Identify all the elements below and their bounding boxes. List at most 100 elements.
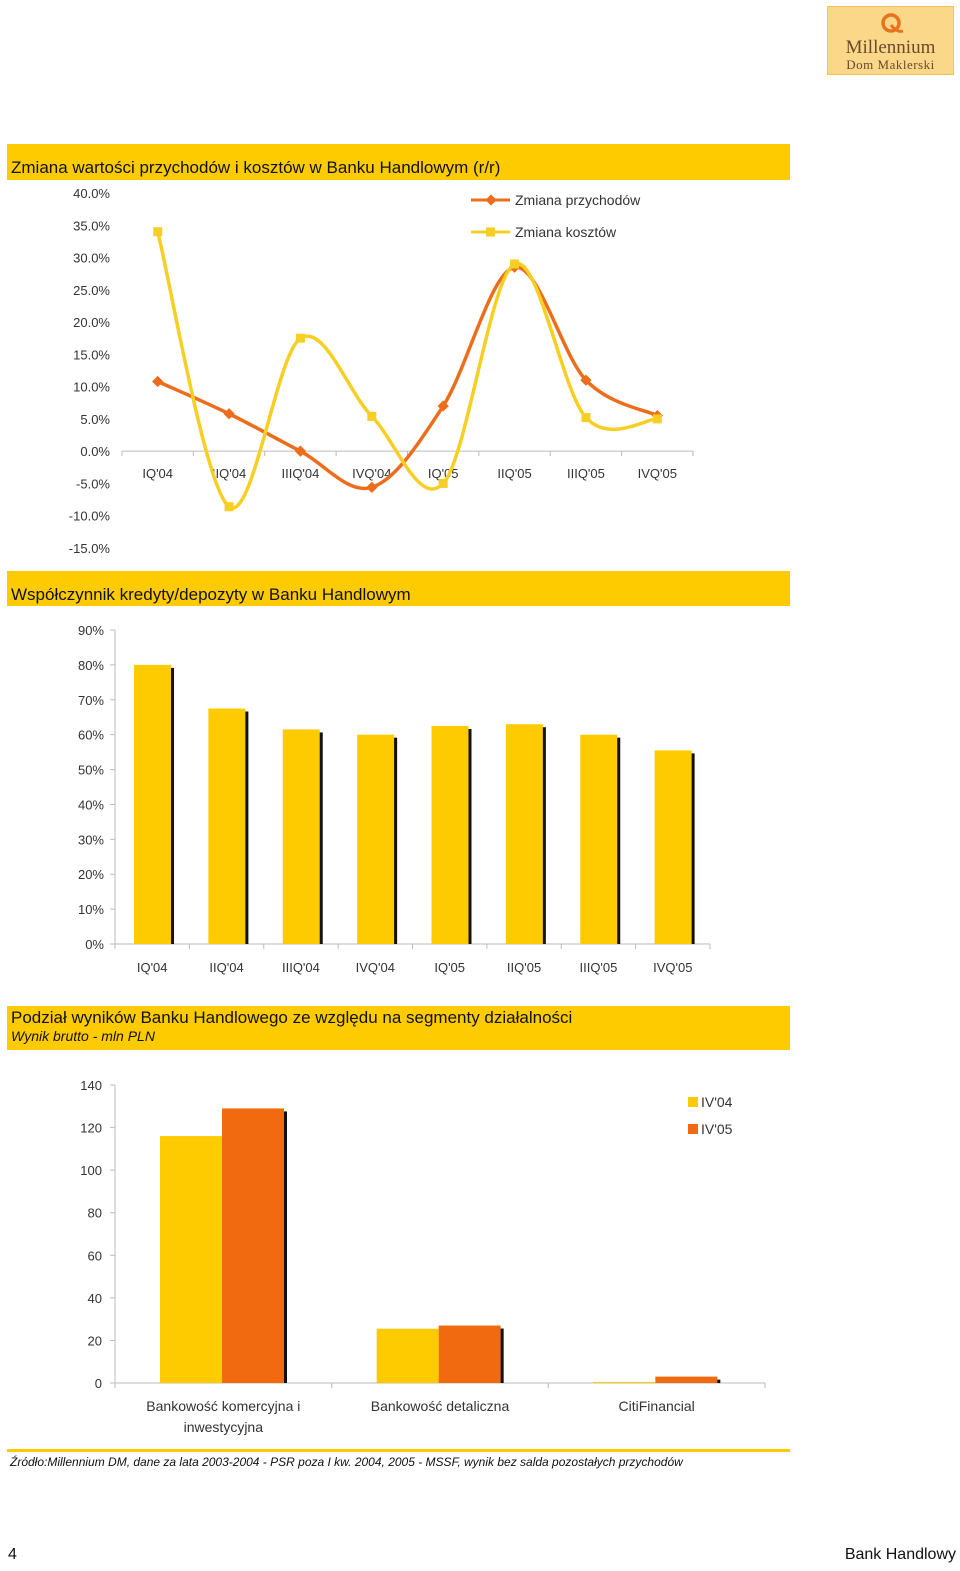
costs-point [367, 411, 377, 421]
bar-iv04 [376, 1328, 439, 1383]
x-tick-label: IVQ'05 [638, 466, 677, 481]
page-name: Bank Handlowy [844, 1546, 956, 1563]
chart1-title: Zmiana wartości przychodów i kosztów w B… [11, 158, 501, 177]
chart3-title: Podział wyników Banku Handlowego ze wzgl… [11, 1008, 573, 1027]
bar [134, 664, 171, 944]
y-tick-label: 20% [78, 867, 104, 882]
legend-label: IV'05 [701, 1121, 733, 1137]
bar-iv05 [655, 1376, 718, 1383]
x-tick-label: IQ'05 [434, 960, 465, 975]
bar [654, 750, 692, 944]
chart2-title-band: Współczynnik kredyty/depozyty w Banku Ha… [7, 571, 790, 606]
y-tick-label: 70% [78, 693, 104, 708]
series-line-revenue [156, 265, 659, 491]
y-tick-label: 0 [95, 1376, 102, 1391]
bar [580, 734, 618, 944]
x-tick-label: inwestycyjna [184, 1419, 264, 1435]
y-tick-label: 60 [88, 1248, 102, 1263]
x-tick-label: IQ'05 [428, 466, 459, 481]
x-tick-label: Bankowość komercyjna i [146, 1398, 300, 1414]
y-tick-label: 140 [80, 1078, 102, 1093]
y-tick-label: -5.0% [76, 476, 110, 491]
millennium-logo: Millennium Dom Maklerski [827, 6, 954, 75]
bar [505, 724, 543, 944]
y-tick-label: 40.0% [73, 186, 110, 201]
legend-label: Zmiana kosztów [515, 224, 617, 240]
x-tick-label: IQ'04 [142, 466, 173, 481]
x-tick-label: IQ'04 [137, 960, 168, 975]
y-tick-label: 15.0% [73, 347, 110, 362]
x-tick-label: IIQ'05 [497, 466, 531, 481]
costs-point [510, 259, 520, 269]
chart3-subtitle: Wynik brutto - mln PLN [11, 1028, 155, 1044]
costs-point [652, 414, 662, 424]
bar-iv04 [160, 1136, 222, 1383]
source-note: Źródło:Millennium DM, dane za lata 2003-… [10, 1455, 683, 1469]
x-tick-label: IVQ'04 [356, 960, 395, 975]
revenue-point [223, 408, 235, 420]
x-tick-label: IIIQ'04 [281, 466, 319, 481]
y-tick-label: 30.0% [73, 251, 110, 266]
y-tick-label: 20 [88, 1333, 102, 1348]
x-tick-label: IIQ'04 [209, 960, 243, 975]
y-tick-label: 50% [78, 763, 104, 778]
y-tick-label: 10.0% [73, 380, 110, 395]
bar [431, 725, 469, 944]
x-tick-label: IIQ'05 [507, 960, 541, 975]
bar [208, 708, 246, 944]
x-tick-label: IIIQ'05 [567, 466, 605, 481]
legend-swatch [688, 1097, 698, 1107]
revenue-point [366, 481, 378, 493]
y-tick-label: 35.0% [73, 218, 110, 233]
costs-point [295, 333, 305, 343]
legend-swatch [688, 1124, 698, 1134]
y-tick-label: 20.0% [73, 315, 110, 330]
y-tick-label: 25.0% [73, 283, 110, 298]
y-tick-label: -15.0% [69, 541, 111, 556]
y-tick-label: 30% [78, 832, 104, 847]
y-tick-label: 120 [80, 1121, 102, 1136]
legend-label: Zmiana przychodów [515, 192, 641, 208]
y-tick-label: 80% [78, 658, 104, 673]
logo-brand: Millennium [845, 37, 936, 58]
page-number: 4 [8, 1546, 17, 1563]
chart3-title-band: Podział wyników Banku Handlowego ze wzgl… [7, 1006, 790, 1050]
y-tick-label: 10% [78, 902, 104, 917]
y-tick-label: 5.0% [80, 412, 110, 427]
y-tick-label: 40% [78, 797, 104, 812]
y-tick-label: 40 [88, 1291, 102, 1306]
x-tick-label: IIQ'04 [212, 466, 246, 481]
line-chart-revenue-costs: 40.0% 35.0% 30.0% 25.0% 20.0% 15.0% 10.0% 5.0% 0… [69, 186, 694, 556]
costs-point [153, 227, 163, 237]
x-tick-label: IVQ'05 [653, 960, 692, 975]
y-tick-label: 80 [88, 1206, 102, 1221]
legend-marker [486, 227, 495, 237]
y-tick-label: 0.0% [80, 444, 110, 459]
revenue-point [437, 400, 449, 412]
legend-marker [485, 194, 497, 206]
bar-chart-loans-deposits: 90% 80% 70% 60% 50% 40% 30% 20% 10% 0% IQ'04 IIQ'04… [78, 623, 711, 975]
millennium-mark-icon [881, 13, 904, 33]
logo-sub: Dom Maklerski [846, 57, 935, 72]
bar [357, 734, 395, 944]
y-tick-label: 90% [78, 623, 104, 638]
legend-label: IV'04 [701, 1094, 733, 1110]
x-tick-label: CitiFinancial [619, 1398, 695, 1414]
chart1-title-band: Zmiana wartości przychodów i kosztów w B… [7, 144, 790, 180]
chart2-title: Współczynnik kredyty/depozyty w Banku Ha… [11, 585, 411, 604]
bar-iv04 [593, 1381, 656, 1383]
bar [282, 729, 320, 944]
costs-point [224, 502, 234, 512]
footer-divider [7, 1449, 790, 1452]
y-tick-label: 60% [78, 728, 104, 743]
revenue-point [580, 374, 592, 386]
bar-iv05 [438, 1325, 501, 1383]
y-tick-label: 100 [80, 1163, 102, 1178]
y-tick-label: -10.0% [69, 509, 111, 524]
revenue-point [152, 375, 164, 388]
x-tick-label: IIIQ'05 [579, 960, 617, 975]
x-tick-label: IVQ'04 [352, 466, 391, 481]
x-tick-label: Bankowość detaliczna [371, 1398, 510, 1414]
y-tick-label: 0% [85, 937, 104, 952]
bar-chart-segments: 140 120 100 80 60 40 20 0 Bankowość komercyjna i… [80, 1078, 766, 1435]
